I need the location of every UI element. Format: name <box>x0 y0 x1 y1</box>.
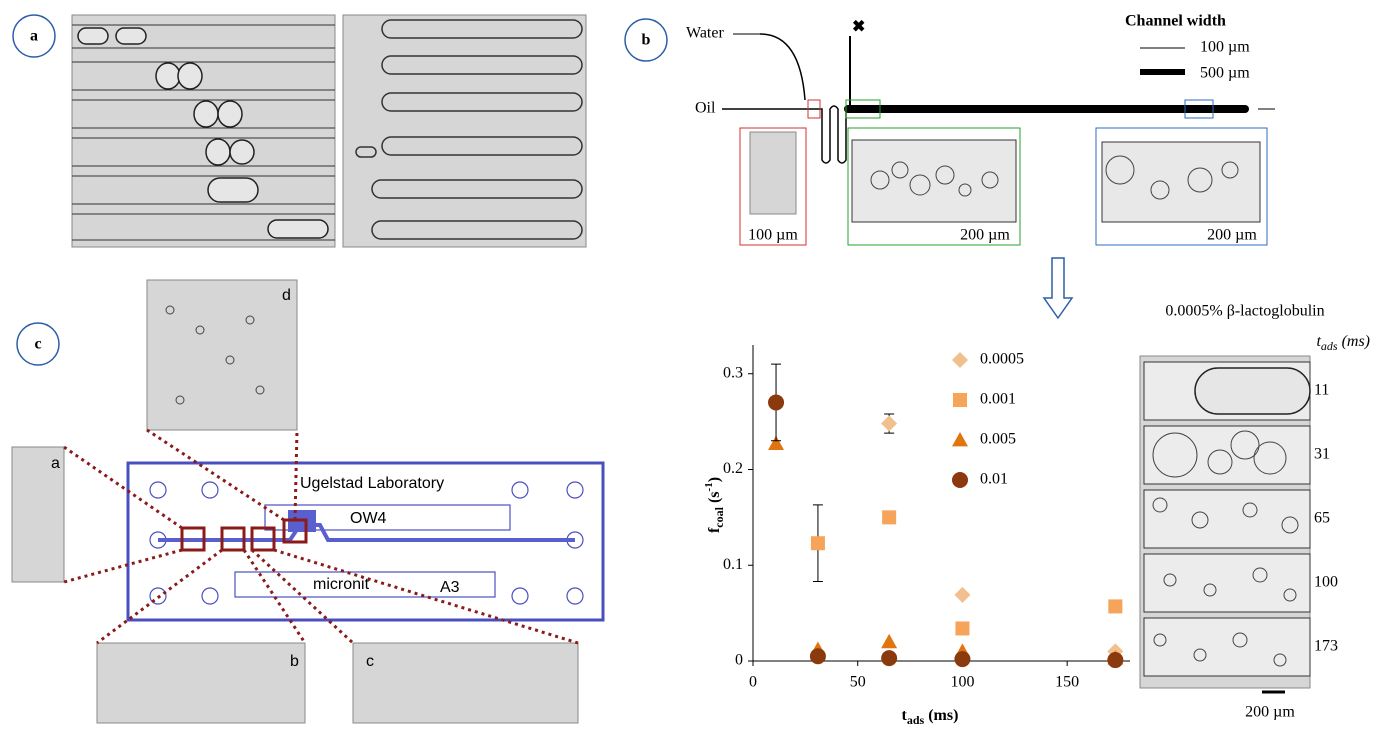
outlet-mark: ✖ <box>852 19 865 36</box>
chip-panel: d a b c Ugelstad Laboratory OW4 micronit… <box>12 280 603 723</box>
strip-panel: 0.0005% β-lactoglobulin tads (ms) 200 µm <box>1140 303 1370 721</box>
panel-label: b <box>642 32 651 49</box>
scale-bar-label: 100 µm <box>748 227 798 244</box>
inset-label: d <box>282 287 291 304</box>
chip-text: A3 <box>440 579 460 596</box>
chip-text: Ugelstad Laboratory <box>300 475 444 492</box>
micrograph-a <box>72 15 586 247</box>
legend-title: Channel width <box>1125 13 1226 30</box>
legend-label: 0.005 <box>980 431 1016 448</box>
scale-bar-label: 200 µm <box>1245 704 1295 721</box>
x-tick-label: 150 <box>1055 674 1079 691</box>
figure: a b c Water <box>0 0 1375 729</box>
strip-title: 0.0005% β-lactoglobulin <box>1165 303 1324 320</box>
data-point <box>955 621 969 635</box>
legend-marker <box>952 472 968 488</box>
legend-marker <box>953 393 967 407</box>
data-point <box>810 648 826 664</box>
strip-time-label: 173 <box>1314 638 1338 655</box>
legend-label: 0.0005 <box>980 351 1024 368</box>
x-tick-label: 50 <box>850 674 866 691</box>
data-point <box>1107 652 1123 668</box>
channel-schematic: Water Oil ✖ Channel width 100 µm 500 µm … <box>686 13 1275 318</box>
strip-time-label: 100 <box>1314 574 1338 591</box>
legend-marker <box>952 432 968 446</box>
legend-marker <box>952 352 968 368</box>
panel-label: c <box>34 336 41 353</box>
strip-time-label: 65 <box>1314 510 1330 527</box>
legend-label: 0.001 <box>980 391 1016 408</box>
legend-label: 0.01 <box>980 471 1008 488</box>
inset-label: a <box>51 455 60 472</box>
y-tick-label: 0.2 <box>723 460 743 477</box>
scale-bar-label: 200 µm <box>960 227 1010 244</box>
inset-label: c <box>366 653 374 670</box>
data-point <box>954 587 970 603</box>
data-point <box>954 651 970 667</box>
strip-time-label: 11 <box>1314 382 1329 399</box>
panel-label: a <box>30 28 38 45</box>
inlet-label: Oil <box>695 100 716 117</box>
data-point <box>881 650 897 666</box>
y-tick-label: 0.1 <box>723 556 743 573</box>
chip-text: OW4 <box>350 510 387 527</box>
data-point <box>811 536 825 550</box>
x-axis-label: tads (ms) <box>902 707 959 727</box>
data-point <box>768 394 784 410</box>
data-point <box>881 416 897 432</box>
data-point <box>882 510 896 524</box>
strip-axis-label: tads (ms) <box>1316 333 1370 353</box>
legend-entry: 100 µm <box>1200 39 1250 56</box>
strip-time-label: 31 <box>1314 446 1330 463</box>
inlet-label: Water <box>686 25 724 42</box>
y-tick-label: 0.3 <box>723 364 743 381</box>
legend-entry: 500 µm <box>1200 65 1250 82</box>
y-axis-label: fcoal (s-1) <box>703 477 726 533</box>
scale-bar-label: 200 µm <box>1207 227 1257 244</box>
x-tick-label: 100 <box>950 674 974 691</box>
scatter-chart: fcoal (s-1) tads (ms) 0 0.1 0.2 0.3 0 50 100 15… <box>703 345 1130 727</box>
data-point <box>1108 599 1122 613</box>
data-point <box>881 634 897 648</box>
y-tick-label: 0 <box>735 652 743 669</box>
inset-label: b <box>290 653 299 670</box>
x-tick-label: 0 <box>749 674 757 691</box>
chip-text: micronit <box>313 576 370 593</box>
